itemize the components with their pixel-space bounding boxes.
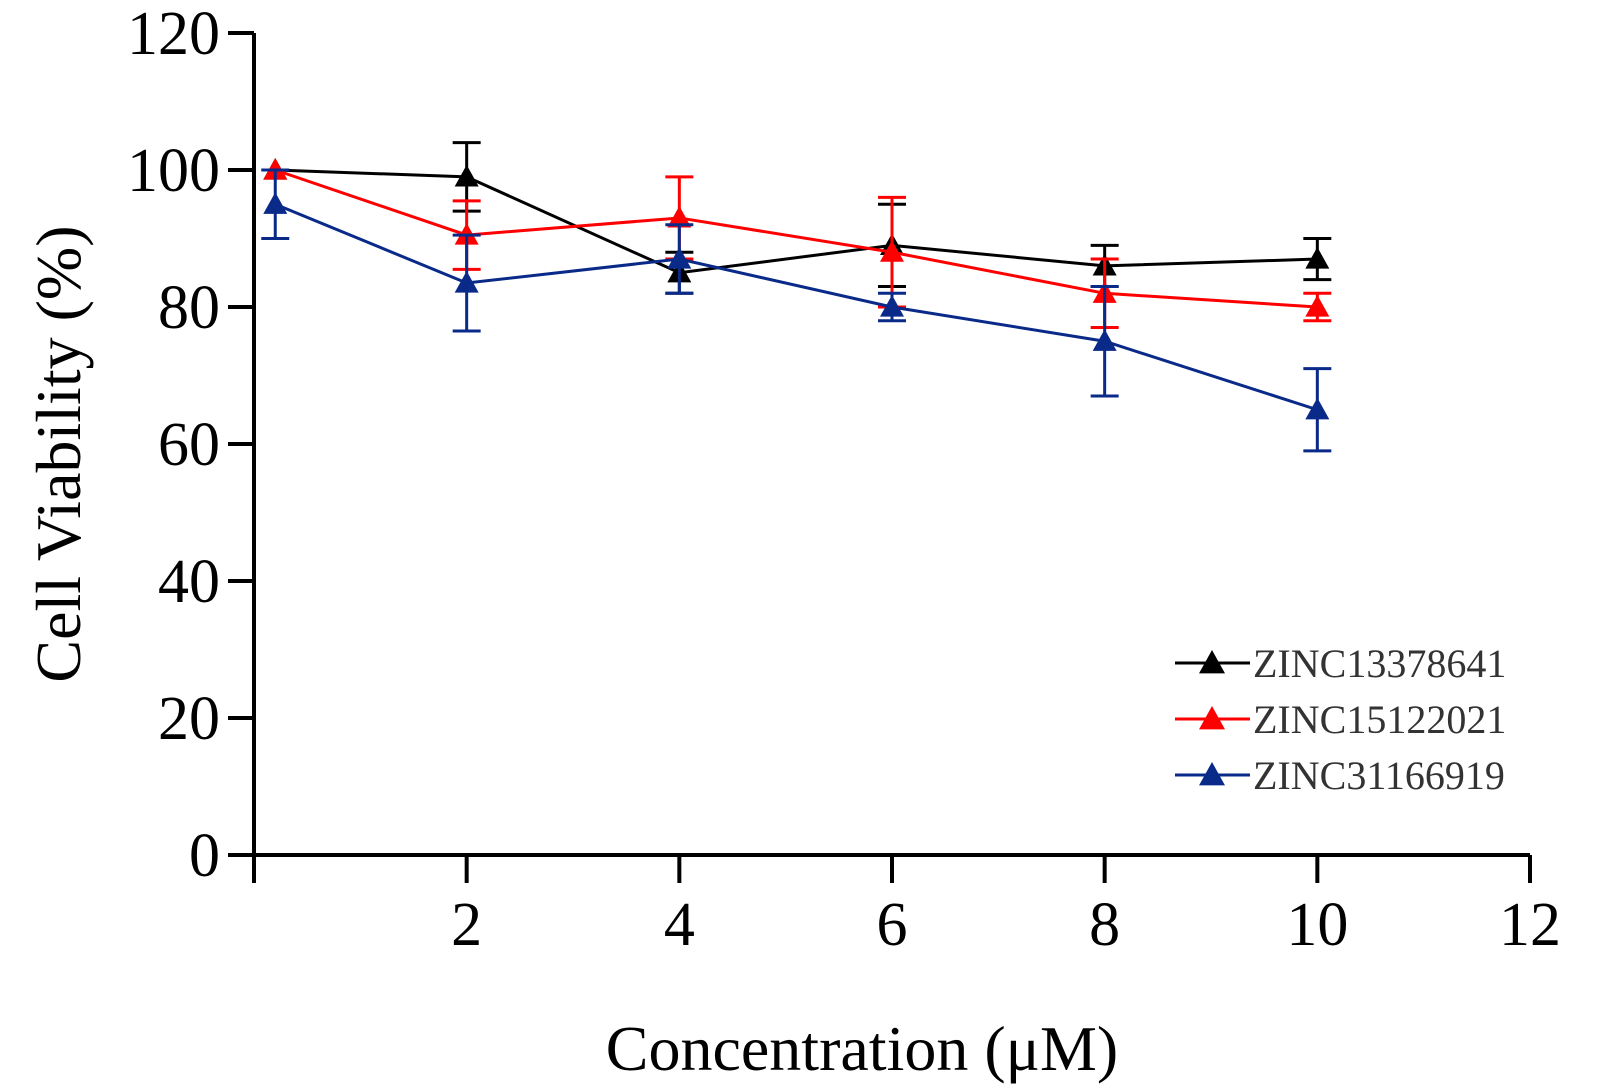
x-ticks: 2 4 6 8 10 12 xyxy=(252,855,1561,959)
axes: 0 20 40 60 80 100 120 2 4 6 8 10 12 xyxy=(127,0,1561,959)
legend-label: ZINC13378641 xyxy=(1253,641,1506,686)
data-point-marker xyxy=(1305,295,1330,317)
x-tick-label: 10 xyxy=(1286,891,1348,959)
y-tick-label: 80 xyxy=(158,274,220,342)
data-point-marker xyxy=(263,192,288,214)
y-tick-label: 100 xyxy=(127,137,220,205)
series-line xyxy=(274,168,1318,309)
x-tick-label: 4 xyxy=(664,891,695,959)
x-axis-title: Concentration (μM) xyxy=(606,1013,1118,1084)
legend-label: ZINC15122021 xyxy=(1253,697,1506,742)
data-point-marker xyxy=(1305,247,1330,269)
x-tick-label: 8 xyxy=(1089,891,1120,959)
legend: ZINC13378641 ZINC15122021 ZINC31166919 xyxy=(1175,641,1506,798)
y-tick-label: 60 xyxy=(158,411,220,479)
legend-swatch-marker xyxy=(1199,762,1225,786)
data-point-marker xyxy=(667,247,692,269)
legend-swatch-marker xyxy=(1199,706,1225,730)
y-tick-label: 40 xyxy=(158,548,220,616)
legend-label: ZINC31166919 xyxy=(1253,753,1505,798)
series-ZINC31166919 xyxy=(261,168,1332,453)
series-line xyxy=(274,202,1318,412)
y-axis-title: Cell Viability (%) xyxy=(23,225,94,682)
series-line xyxy=(275,168,1318,275)
data-point-marker xyxy=(880,240,904,262)
legend-swatch-marker xyxy=(1199,650,1225,674)
data-point-marker xyxy=(1092,329,1117,351)
data-point-marker xyxy=(880,295,904,317)
data-point-marker xyxy=(454,271,479,293)
data-point-marker xyxy=(1305,397,1330,420)
series-ZINC15122021 xyxy=(263,158,1332,330)
y-ticks: 0 20 40 60 80 100 120 xyxy=(127,0,254,890)
y-tick-label: 120 xyxy=(127,0,220,68)
y-tick-label: 20 xyxy=(158,685,220,753)
x-tick-label: 6 xyxy=(877,891,908,959)
series-layer xyxy=(261,141,1332,453)
x-tick-label: 2 xyxy=(451,891,482,959)
data-point-marker xyxy=(454,164,479,187)
x-tick-label: 12 xyxy=(1499,891,1561,959)
data-point-marker xyxy=(667,205,692,228)
y-tick-label: 0 xyxy=(189,822,220,890)
series-ZINC13378641 xyxy=(263,141,1332,295)
